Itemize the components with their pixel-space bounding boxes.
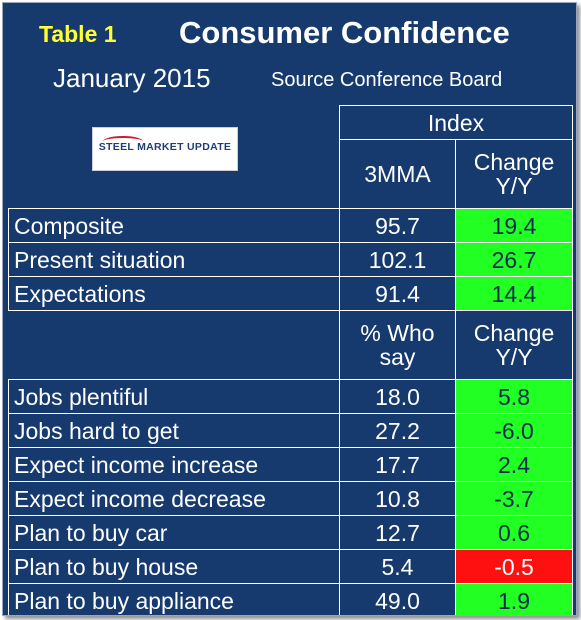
section1-col-change-line1: Change xyxy=(473,149,555,175)
row-label: Plan to buy appliance xyxy=(8,583,340,615)
row-value: 10.8 xyxy=(339,481,456,516)
row-change: 2.4 xyxy=(454,447,574,482)
section1-col-3mma: 3MMA xyxy=(339,139,456,209)
row-label: Expect income decrease xyxy=(8,481,340,516)
table-row: Jobs plentiful 18.0 5.8 xyxy=(8,379,574,414)
table-number-label: Table 1 xyxy=(39,21,117,47)
row-value: 5.4 xyxy=(339,549,456,584)
row-label: Present situation xyxy=(8,242,340,277)
row-value: 17.7 xyxy=(339,447,456,482)
row-change: -6.0 xyxy=(454,413,574,448)
section2-col-who-say-line1: % Who xyxy=(360,320,435,346)
table-row: Present situation 102.1 26.7 xyxy=(8,242,574,277)
row-value: 102.1 xyxy=(339,242,456,277)
table-title: Consumer Confidence xyxy=(179,15,510,50)
table-row: Expectations 91.4 14.4 xyxy=(8,276,574,311)
row-change: -3.7 xyxy=(454,481,574,516)
table-row: Plan to buy appliance 49.0 1.9 xyxy=(8,583,574,615)
row-value: 91.4 xyxy=(339,276,456,311)
section1-column-header-row: 3MMA Change Y/Y xyxy=(9,139,574,209)
data-source: Source Conference Board xyxy=(271,69,503,91)
confidence-data-table: Index 3MMA Change Y/Y Composite 95.7 19.… xyxy=(8,105,574,615)
table-row: Composite 95.7 19.4 xyxy=(8,208,574,243)
row-change: 1.9 xyxy=(454,583,574,615)
table-row: Plan to buy house 5.4 -0.5 xyxy=(8,549,574,584)
index-group-label: Index xyxy=(338,105,574,140)
table-row: Expect income increase 17.7 2.4 xyxy=(8,447,574,482)
row-change: 0.6 xyxy=(454,515,574,550)
section2-header-blank xyxy=(8,310,340,380)
row-change: 5.8 xyxy=(454,379,574,414)
logo-swoosh-icon xyxy=(103,136,143,147)
section2-col-change-line2: Y/Y xyxy=(495,344,533,370)
row-value: 27.2 xyxy=(339,413,456,448)
row-label: Jobs plentiful xyxy=(8,379,340,414)
table-row: Jobs hard to get 27.2 -6.0 xyxy=(8,413,574,448)
row-label: Plan to buy house xyxy=(8,549,340,584)
row-value: 12.7 xyxy=(339,515,456,550)
row-value: 95.7 xyxy=(339,208,456,243)
section1-col-change: Change Y/Y xyxy=(454,139,574,209)
row-label: Plan to buy car xyxy=(8,515,340,550)
section2-col-change: Change Y/Y xyxy=(454,310,574,380)
row-label: Expect income increase xyxy=(8,447,340,482)
section2-col-who-say-line2: say xyxy=(379,344,416,370)
row-change: -0.5 xyxy=(454,549,574,584)
steel-market-update-logo: STEEL MARKET UPDATE xyxy=(92,127,238,171)
table-row: Plan to buy car 12.7 0.6 xyxy=(8,515,574,550)
row-label: Expectations xyxy=(8,276,340,311)
table-row: Expect income decrease 10.8 -3.7 xyxy=(8,481,574,516)
row-value: 18.0 xyxy=(339,379,456,414)
row-change: 26.7 xyxy=(454,242,574,277)
section2-col-change-line1: Change xyxy=(473,320,555,346)
section2-col-who-say: % Who say xyxy=(339,310,456,380)
row-change: 14.4 xyxy=(454,276,574,311)
logo-text: STEEL MARKET UPDATE xyxy=(98,141,232,153)
row-label: Composite xyxy=(8,208,340,243)
row-change: 19.4 xyxy=(454,208,574,243)
report-month: January 2015 xyxy=(53,63,211,93)
section1-col-change-line2: Y/Y xyxy=(495,173,533,199)
section2-column-header-row: % Who say Change Y/Y xyxy=(8,310,574,380)
row-label: Jobs hard to get xyxy=(8,413,340,448)
row-value: 49.0 xyxy=(339,583,456,615)
